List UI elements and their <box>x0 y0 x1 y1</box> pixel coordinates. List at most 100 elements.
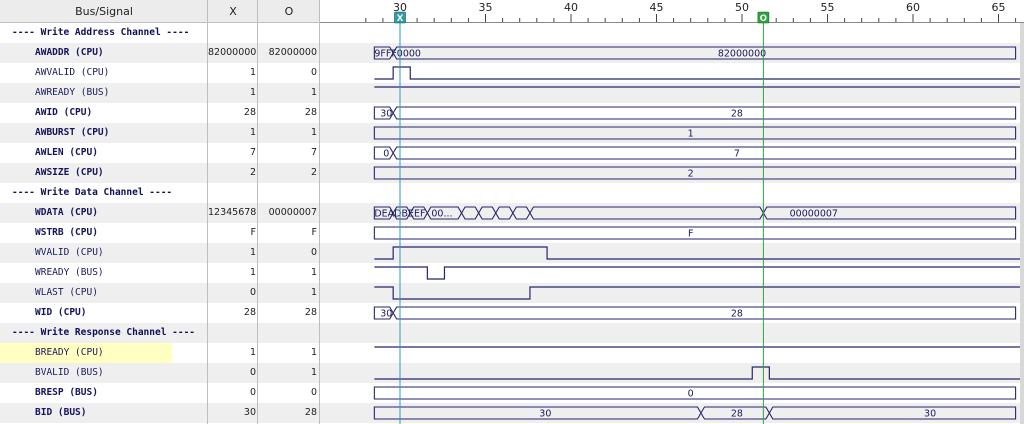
cursor-o-value: 1 <box>310 347 317 358</box>
signal-name[interactable]: BRESP (BUS) <box>35 387 98 398</box>
cursor-o-value: 1 <box>310 87 317 98</box>
row-background <box>320 163 1024 183</box>
signal-row[interactable]: WREADY (BUS) 1 1 <box>0 263 1024 283</box>
cursor-x-value: 1 <box>249 267 256 278</box>
section-header[interactable]: ---- Write Data Channel ---- <box>12 187 173 198</box>
bus-segment[interactable] <box>373 386 1017 400</box>
signal-name[interactable]: WVALID (CPU) <box>35 247 104 258</box>
column-divider[interactable] <box>319 0 320 424</box>
bus-segment[interactable] <box>392 306 1017 320</box>
bus-segment[interactable] <box>373 126 1017 140</box>
bus-segment[interactable] <box>392 146 1017 160</box>
signal-row[interactable]: WID (CPU) 28 28 <box>0 303 1024 323</box>
ruler-tick-label: 50 <box>735 1 749 14</box>
signal-name[interactable]: AWID (CPU) <box>35 107 93 118</box>
bit-waveform[interactable] <box>374 246 1024 260</box>
bus-value-label: 2 <box>688 169 694 180</box>
signal-row[interactable]: BREADY (CPU) 1 1 <box>0 343 1024 363</box>
cursor-x-marker[interactable] <box>394 11 406 24</box>
cursor-o-value: 0 <box>310 387 317 398</box>
ruler-tick-label: 35 <box>479 1 493 14</box>
cursor-x-value: 7 <box>249 147 256 158</box>
row-background <box>320 83 1024 103</box>
cursor-x-value: 1 <box>249 127 256 138</box>
ruler-tick-label: 45 <box>650 1 664 14</box>
bus-value-label: 00... <box>431 209 452 220</box>
signal-name[interactable]: AWLEN (CPU) <box>35 147 98 158</box>
signal-name[interactable]: BID (BUS) <box>35 407 87 418</box>
signal-name[interactable]: AWVALID (CPU) <box>35 67 110 78</box>
cursor-o-value: 00000007 <box>268 207 317 218</box>
cursor-x-value: 1 <box>249 67 256 78</box>
cursor-x-column-header[interactable]: X <box>208 0 258 23</box>
cursor-x-value: 82000000 <box>208 47 257 58</box>
cursor-o-value: 1 <box>310 287 317 298</box>
row-background <box>320 283 1024 303</box>
bit-waveform[interactable] <box>374 266 1024 280</box>
cursor-o-value: 1 <box>310 127 317 138</box>
waveform-area[interactable]: 30 35 40 45 50 55 60 65 9FFF0000 82000000 30 28 1 0 7 2… <box>320 0 1024 424</box>
bus-segment[interactable] <box>373 226 1017 240</box>
column-divider[interactable] <box>207 0 208 424</box>
row-background <box>320 123 1024 143</box>
bus-value-label: 82000000 <box>718 49 766 60</box>
signal-name[interactable]: AWREADY (BUS) <box>35 87 110 98</box>
section-header[interactable]: ---- Write Address Channel ---- <box>12 27 190 38</box>
bit-waveform[interactable] <box>374 66 1024 80</box>
signal-row[interactable]: AWLEN (CPU) 7 7 <box>0 143 1024 163</box>
bus-segment[interactable] <box>392 106 1017 120</box>
signal-name[interactable]: WDATA (CPU) <box>35 207 98 218</box>
signal-column-header[interactable]: Bus/Signal <box>0 0 208 23</box>
signal-name[interactable]: AWSIZE (CPU) <box>35 167 104 178</box>
bus-segment[interactable] <box>373 166 1017 180</box>
bit-waveform[interactable] <box>374 366 1024 380</box>
section-row[interactable]: ---- Write Address Channel ---- <box>0 23 1024 43</box>
time-ruler[interactable] <box>320 0 1024 23</box>
bus-value-label: 30 <box>539 409 551 420</box>
vertical-scrollbar[interactable] <box>1020 23 1024 424</box>
bus-segment[interactable] <box>762 206 1017 220</box>
bus-value-label: 30 <box>924 409 936 420</box>
cursor-x-value: 0 <box>249 367 256 378</box>
signal-name[interactable]: WLAST (CPU) <box>35 287 98 298</box>
signal-name[interactable]: WID (CPU) <box>35 307 87 318</box>
signal-name[interactable]: AWADDR (CPU) <box>35 47 104 58</box>
bit-waveform[interactable] <box>374 286 1024 300</box>
signal-name[interactable]: WREADY (BUS) <box>35 267 104 278</box>
cursor-o-marker[interactable] <box>757 11 770 24</box>
cursor-x-value: 1 <box>249 87 256 98</box>
bus-value-label: 30 <box>380 309 392 320</box>
signal-row[interactable]: AWID (CPU) 28 28 <box>0 103 1024 123</box>
cursor-x-value: 2 <box>249 167 256 178</box>
cursor-o-value: 7 <box>310 147 317 158</box>
signal-name[interactable]: BVALID (BUS) <box>35 367 104 378</box>
row-background <box>320 43 1024 63</box>
cursor-x-value: 0 <box>249 387 256 398</box>
cursor-x-value: 1 <box>249 347 256 358</box>
section-header[interactable]: ---- Write Response Channel ---- <box>12 327 196 338</box>
cursor-x-value: F <box>250 227 256 238</box>
signal-row[interactable]: WSTRB (CPU) F F <box>0 223 1024 243</box>
signal-name[interactable]: WSTRB (CPU) <box>35 227 98 238</box>
section-row[interactable]: ---- Write Data Channel ---- <box>0 183 1024 203</box>
signal-row[interactable]: AWVALID (CPU) 1 0 <box>0 63 1024 83</box>
bus-segment[interactable] <box>768 406 1017 420</box>
bus-value-label: 0 <box>688 389 694 400</box>
ruler-tick-label: 65 <box>992 1 1006 14</box>
ruler-tick-label: 40 <box>564 1 578 14</box>
row-background <box>320 403 1024 423</box>
row-background <box>320 363 1024 383</box>
cursor-o-value: 1 <box>310 367 317 378</box>
signal-row[interactable]: BRESP (BUS) 0 0 <box>0 383 1024 403</box>
ruler-tick-label: 30 <box>393 1 407 14</box>
cursor-o-column-header[interactable]: O <box>258 0 320 23</box>
cursor-o-value: 0 <box>310 247 317 258</box>
bus-value-label: 30 <box>380 109 392 120</box>
bus-segment[interactable] <box>392 46 1017 60</box>
bus-value-label: 28 <box>731 309 743 320</box>
signal-name[interactable]: AWBURST (CPU) <box>35 127 110 138</box>
signal-name[interactable]: BREADY (CPU) <box>0 343 172 363</box>
cursor-o-marker-label: O <box>760 14 767 24</box>
column-divider[interactable] <box>257 0 258 424</box>
